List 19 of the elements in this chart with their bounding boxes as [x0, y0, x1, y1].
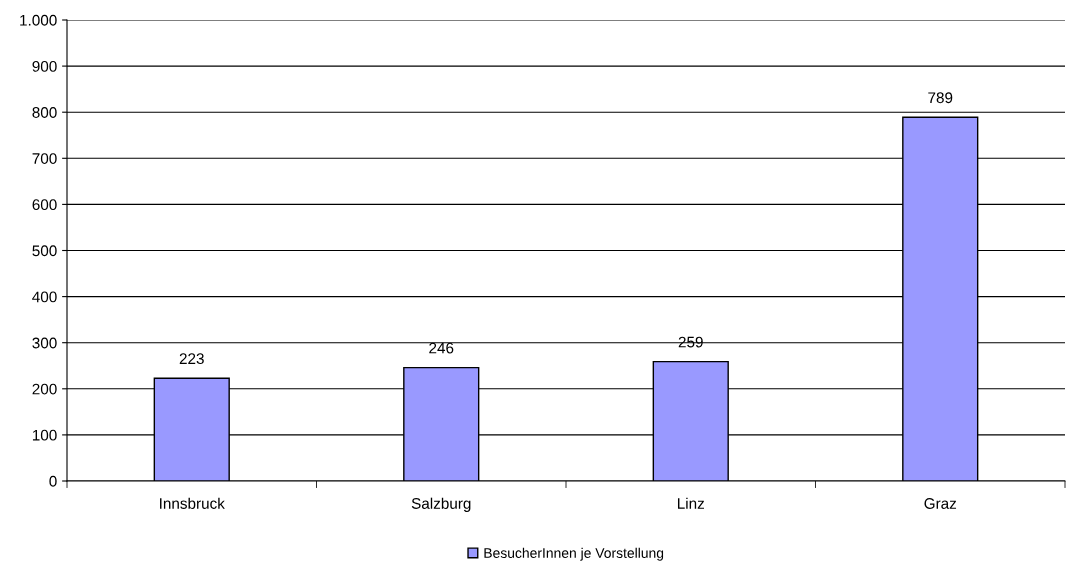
y-tick-label: 400	[32, 291, 57, 303]
data-label: 246	[429, 342, 454, 354]
legend-label: BesucherInnen je Vorstellung	[484, 547, 664, 561]
y-tick-label: 1.000	[20, 14, 57, 26]
x-tick-label: Linz	[677, 497, 704, 509]
y-tick-label: 800	[32, 107, 57, 118]
y-tick-label: 0	[49, 475, 57, 487]
y-tick-label: 700	[32, 153, 57, 164]
x-tick-label: Graz	[924, 498, 957, 509]
y-tick-label: 600	[32, 199, 57, 211]
x-tick-label: Salzburg	[411, 497, 471, 512]
y-tick-label: 300	[32, 337, 57, 349]
y-tick-label: 200	[32, 383, 57, 395]
y-tick-label: 900	[32, 60, 57, 72]
y-tick-label: 100	[32, 429, 57, 441]
y-tick-label: 500	[32, 245, 57, 257]
data-label: 789	[928, 92, 953, 104]
data-label: 223	[179, 353, 204, 365]
x-tick-label: Innsbruck	[160, 497, 225, 509]
